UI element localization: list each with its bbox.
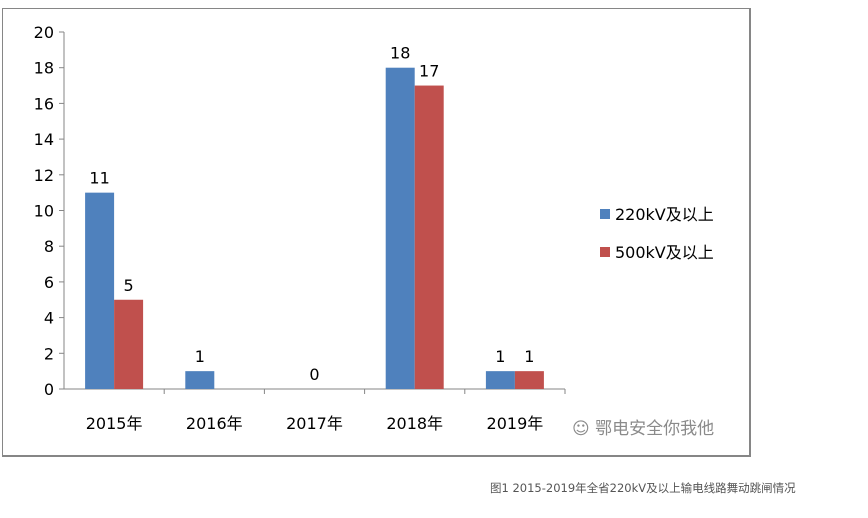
legend-swatch <box>600 247 610 257</box>
y-tick-label: 16 <box>34 94 54 113</box>
wechat-icon: ☺ <box>572 419 590 439</box>
data-label: 11 <box>89 169 109 188</box>
data-label: 1 <box>495 347 505 366</box>
legend-label: 500kV及以上 <box>615 243 714 262</box>
data-label: 18 <box>390 44 410 63</box>
data-label: 0 <box>309 365 319 384</box>
y-tick-label: 2 <box>44 344 54 363</box>
data-label: 5 <box>124 276 134 295</box>
y-tick-label: 20 <box>34 23 54 42</box>
x-tick-label: 2019年 <box>487 414 544 433</box>
y-tick-label: 6 <box>44 273 54 292</box>
figure-caption: 图1 2015-2019年全省220kV及以上输电线路舞动跳闸情况 <box>490 481 796 495</box>
y-tick-label: 8 <box>44 237 54 256</box>
data-label: 17 <box>419 62 439 81</box>
bar-220kv <box>485 371 515 389</box>
bar-500kv <box>514 371 544 389</box>
y-tick-label: 0 <box>44 380 54 399</box>
x-tick-label: 2015年 <box>86 414 143 433</box>
bar-500kv <box>414 85 444 390</box>
y-tick-label: 10 <box>34 202 54 221</box>
data-label: 1 <box>195 347 205 366</box>
data-label: 1 <box>524 347 534 366</box>
watermark: ☺ 鄂电安全你我他 <box>572 414 714 439</box>
x-tick-label: 2016年 <box>186 414 243 433</box>
bar-220kv <box>85 192 115 389</box>
bar-500kv <box>114 299 144 389</box>
x-tick-label: 2018年 <box>386 414 443 433</box>
y-tick-label: 12 <box>34 166 54 185</box>
legend-swatch <box>600 209 610 219</box>
bar-220kv <box>385 67 415 389</box>
y-tick-label: 4 <box>44 309 54 328</box>
y-tick-label: 18 <box>34 59 54 78</box>
chart-frame <box>2 8 751 457</box>
watermark-text: 鄂电安全你我他 <box>595 419 715 439</box>
y-tick-label: 14 <box>34 130 54 149</box>
legend-label: 220kV及以上 <box>615 205 714 224</box>
bar-220kv <box>185 371 215 389</box>
x-tick-label: 2017年 <box>286 414 343 433</box>
